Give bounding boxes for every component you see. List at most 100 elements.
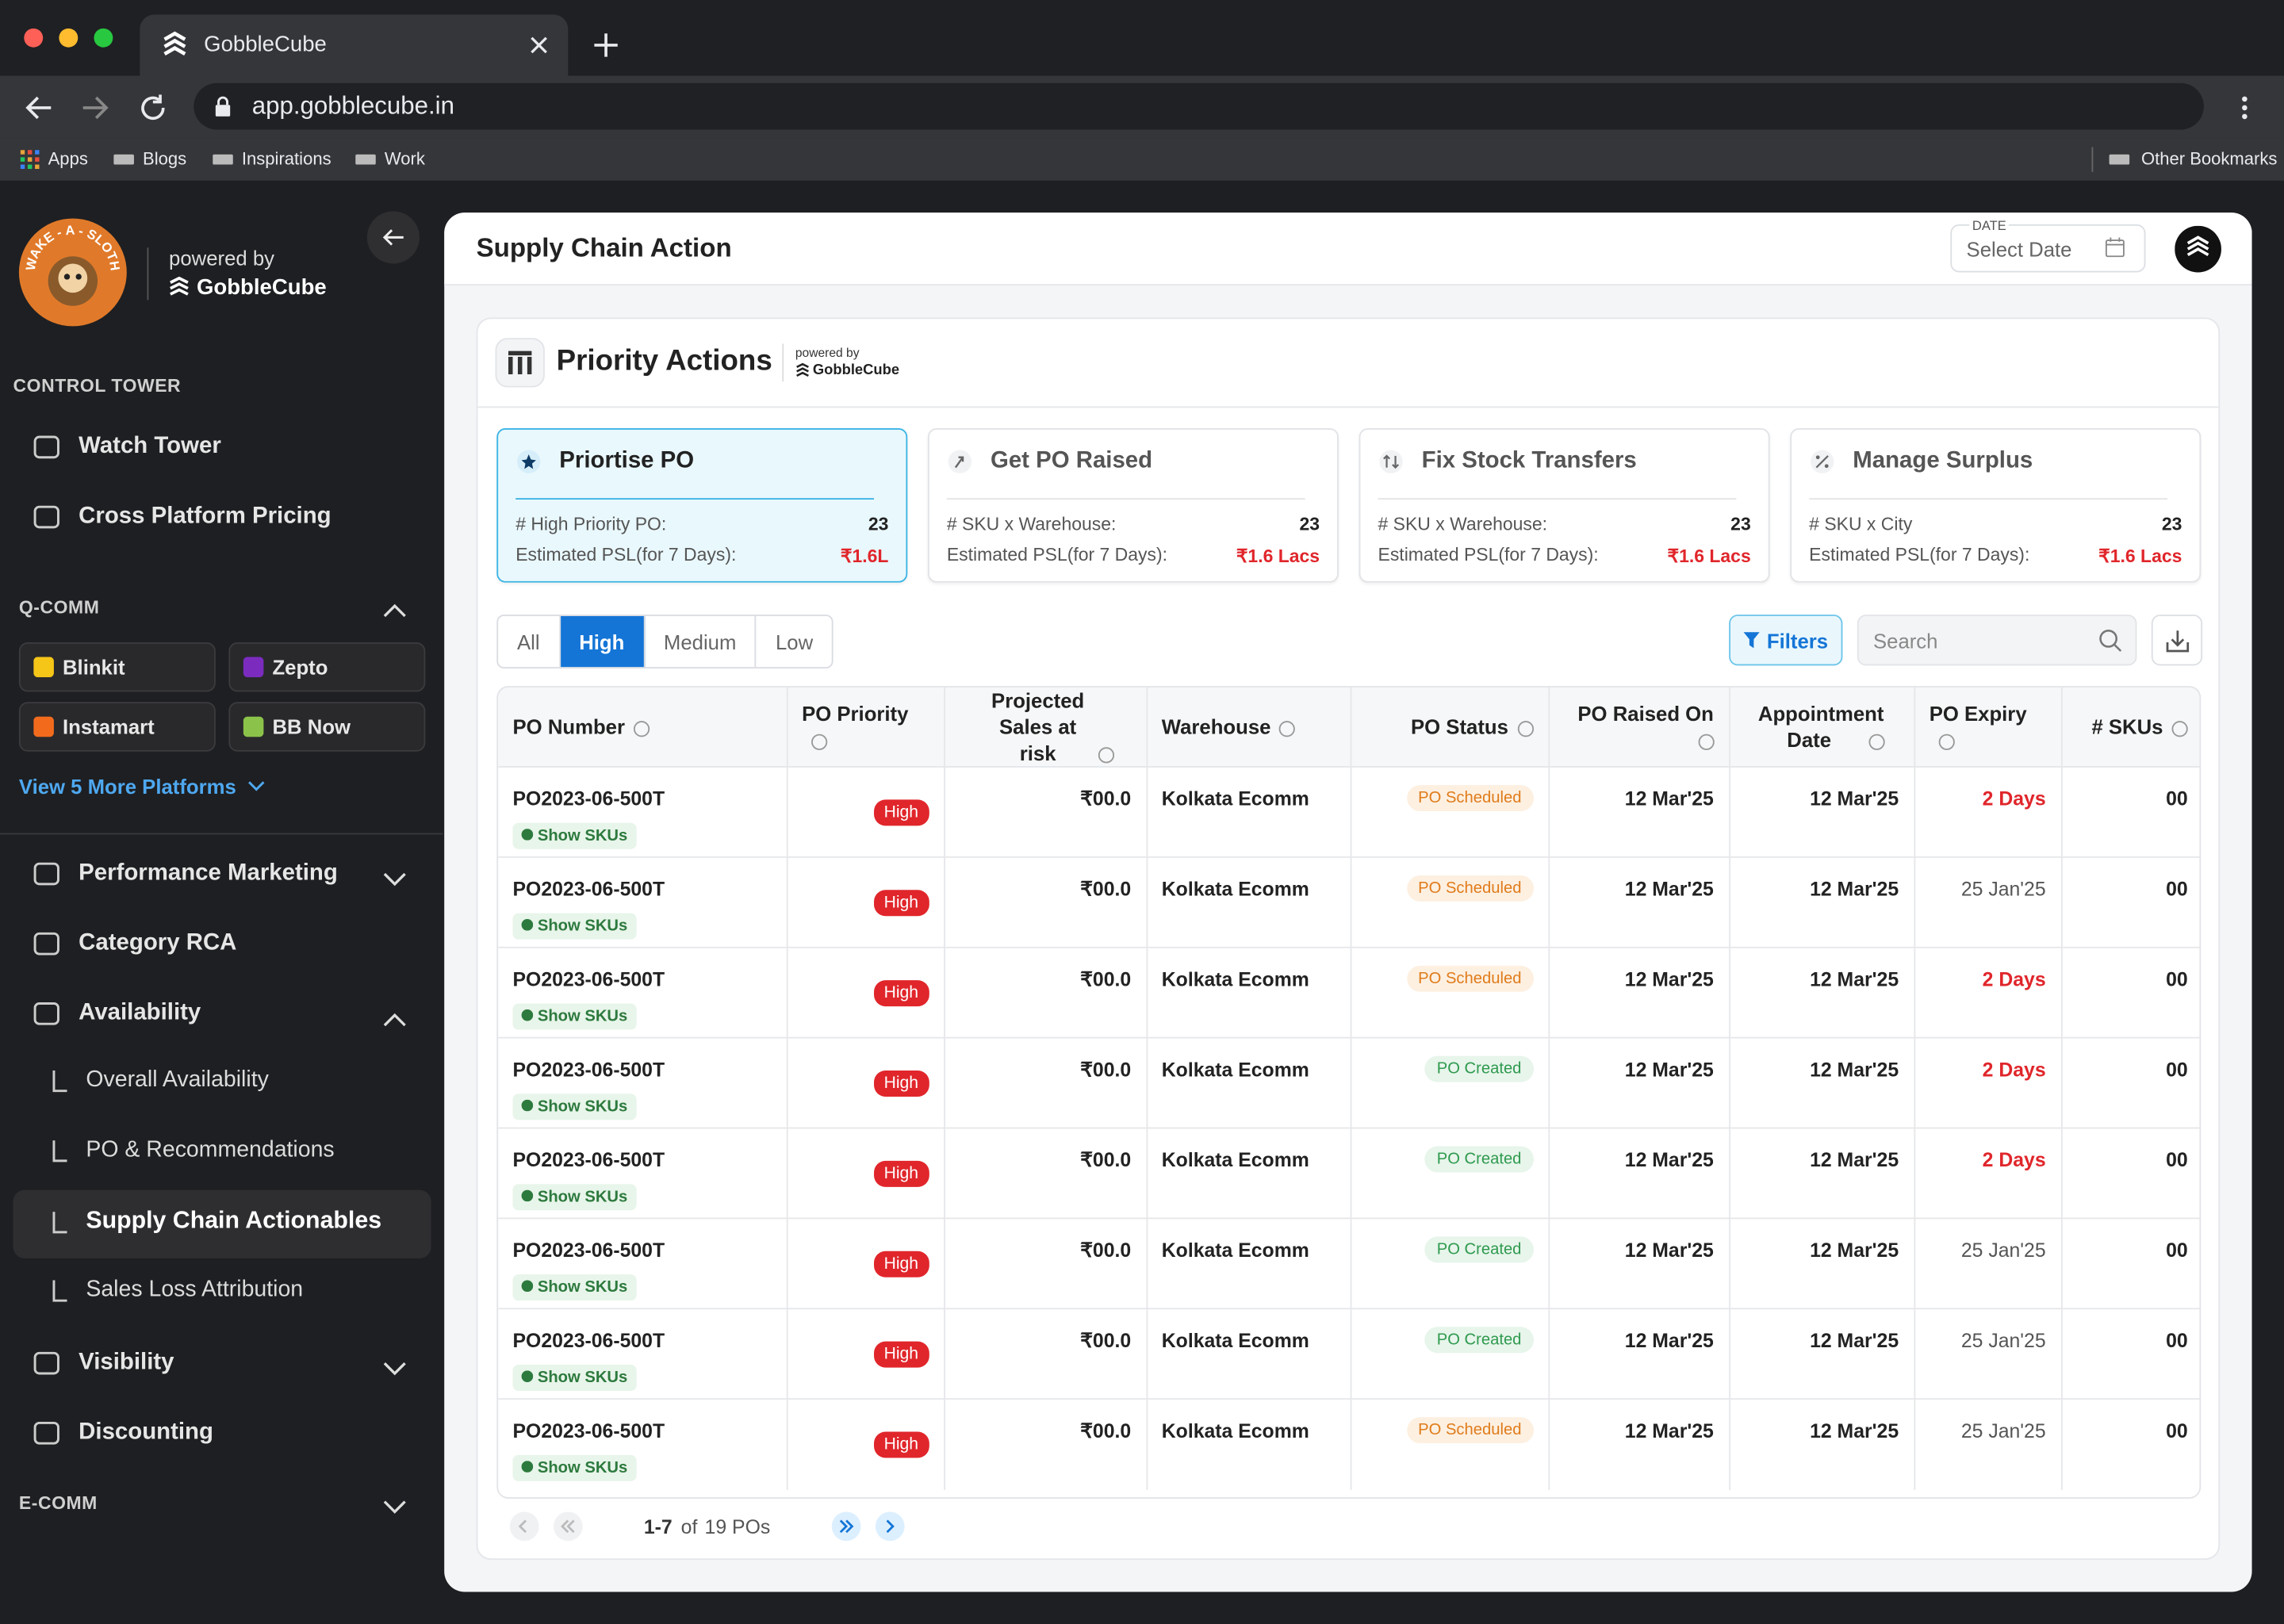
nav-buttons[interactable] <box>23 94 169 123</box>
show-skus[interactable]: Show SKUs <box>512 913 637 940</box>
action-card[interactable]: Manage Surplus # SKU x City 23 Estimated PS… <box>1790 427 2202 583</box>
priority-tab[interactable]: Low <box>775 630 814 653</box>
section-toggle[interactable] <box>383 599 406 625</box>
show-skus[interactable]: Show SKUs <box>512 1094 637 1120</box>
platform-button[interactable]: Blinkit <box>18 642 216 692</box>
column-header[interactable]: Projected Sales at risk ​ <box>944 687 1148 768</box>
column-header[interactable]: PO Priority ​ <box>786 687 945 768</box>
bookmark-label: Blogs <box>142 148 187 170</box>
column-header[interactable]: Appointment Date​ <box>1729 687 1915 768</box>
column-header[interactable]: PO Number ​ <box>498 687 788 768</box>
po-expiry: 2 Days <box>1914 1128 2062 1220</box>
column-header[interactable]: Warehouse ​ <box>1146 687 1351 768</box>
card-title: Priortise PO <box>559 448 695 473</box>
url-field[interactable]: app.gobblecube.in <box>194 82 2204 130</box>
show-skus[interactable]: Show SKUs <box>512 1364 637 1392</box>
status-cell: PO Created <box>1350 1218 1550 1310</box>
card-glyph <box>1379 450 1403 473</box>
priority-tab[interactable]: Medium <box>645 615 757 668</box>
bookmark[interactable]: Work <box>355 148 425 169</box>
priority-tab[interactable]: All <box>498 615 561 668</box>
priority-cell: High <box>786 767 945 858</box>
platform-button[interactable]: Instamart <box>18 702 216 752</box>
next-page[interactable] <box>875 1511 905 1542</box>
nav-toggle[interactable] <box>383 868 406 894</box>
arrow-icon <box>839 1519 854 1534</box>
nav-item[interactable]: Cross Platform Pricing <box>32 503 331 532</box>
date-picker[interactable]: DATE Select Date <box>1950 218 2146 273</box>
po-expiry: 25 Jan'25 <box>1914 1399 2062 1490</box>
action-card[interactable]: Priortise PO # High Priority PO: 23 Estimat… <box>496 427 908 583</box>
nav-toggle[interactable] <box>383 1008 406 1034</box>
nav-icon <box>33 932 59 956</box>
sub-item[interactable]: Sales Loss Attribution <box>52 1277 303 1304</box>
status-pill: PO Scheduled <box>1406 1417 1534 1444</box>
close-tab[interactable] <box>531 36 548 54</box>
po-number-cell: PO2023-06-500T Show SKUs <box>498 1037 788 1129</box>
card-value: 23 <box>868 514 889 535</box>
search-field[interactable]: Search <box>1857 615 2137 666</box>
show-skus[interactable]: Show SKUs <box>512 822 637 849</box>
bookmark[interactable]: Inspirations <box>213 148 331 169</box>
view-more[interactable]: View 5 More Platforms <box>18 775 266 799</box>
section-toggle[interactable] <box>383 1496 406 1522</box>
status-pill: PO Created <box>1425 1146 1534 1173</box>
nav-item[interactable]: Visibility <box>32 1349 174 1378</box>
bookmark[interactable]: Blogs <box>113 148 186 169</box>
priority-tab[interactable]: High <box>560 615 646 668</box>
show-skus[interactable]: Show SKUs <box>512 1454 637 1481</box>
nav-toggle[interactable] <box>383 1358 406 1384</box>
nav-item[interactable]: Discounting <box>32 1419 213 1448</box>
show-skus[interactable]: Show SKUs <box>512 1274 637 1301</box>
sku-icon <box>521 829 534 841</box>
warehouse: Kolkata Ecomm <box>1146 1308 1351 1400</box>
po-table-wrap: PO Number​PO Priority​Projected Sales at… <box>496 686 2202 1499</box>
platform-button[interactable]: Zepto <box>228 642 426 692</box>
priority-badge: High <box>873 890 929 917</box>
nav-item[interactable]: Performance Marketing <box>32 860 338 889</box>
action-card[interactable]: Get PO Raised # SKU x Warehouse: 23 Estimat… <box>927 427 1339 583</box>
column-header[interactable]: PO Expiry ​ <box>1914 687 2062 768</box>
download-button[interactable] <box>2151 615 2203 666</box>
arrow-icon <box>518 1519 527 1534</box>
last-page[interactable] <box>831 1511 861 1542</box>
column-label: PO Number <box>512 714 625 739</box>
show-skus[interactable]: Show SKUs <box>512 1184 637 1211</box>
other-bookmarks[interactable]: Other Bookmarks <box>2109 148 2277 169</box>
info-icon: ​ <box>1279 720 1296 737</box>
menu[interactable] <box>2239 94 2251 121</box>
platform-icon <box>33 657 54 678</box>
nav-item[interactable]: Watch Tower <box>32 432 221 462</box>
header-row: PO Number​PO Priority​Projected Sales at… <box>498 687 2200 768</box>
user-avatar[interactable] <box>2175 225 2221 273</box>
po-expiry: 25 Jan'25 <box>1914 856 2062 948</box>
filters-button[interactable]: Filters <box>1729 615 1843 666</box>
priority-cell: High <box>786 947 945 1039</box>
show-skus[interactable]: Show SKUs <box>512 1003 637 1030</box>
sub-item[interactable]: PO & Recommendations <box>52 1137 335 1163</box>
column-header[interactable]: PO Raised On ​ <box>1548 687 1730 768</box>
status-cell: PO Scheduled <box>1350 947 1550 1039</box>
action-card[interactable]: Fix Stock Transfers # SKU x Warehouse: 23 E… <box>1359 427 1770 583</box>
column-header[interactable]: # SKUs ​ <box>2060 687 2200 768</box>
window-controls[interactable] <box>21 26 123 49</box>
browser-tab[interactable]: GobbleCube <box>140 14 569 76</box>
first-page[interactable] <box>553 1511 583 1542</box>
view-more-label: View 5 More Platforms <box>18 775 236 799</box>
sub-item[interactable]: Overall Availability <box>52 1067 269 1094</box>
raised-on: 12 Mar'25 <box>1548 1037 1730 1129</box>
collapse-button[interactable] <box>366 211 420 264</box>
card-value: 23 <box>1299 514 1320 535</box>
sales-at-risk: ₹00.0 <box>944 1399 1148 1490</box>
new-tab[interactable] <box>593 32 619 58</box>
tab-bar: GobbleCube <box>0 0 2284 76</box>
table-header: PO Number​PO Priority​Projected Sales at… <box>498 687 2200 768</box>
nav-item[interactable]: Availability <box>32 999 201 1028</box>
nav-item[interactable]: Category RCA <box>32 929 236 959</box>
bookmark[interactable]: Apps <box>20 148 88 169</box>
prev-page[interactable] <box>509 1511 539 1542</box>
card-value: ₹1.6 Lacs <box>1236 546 1320 567</box>
platform-button[interactable]: BB Now <box>228 702 426 752</box>
sub-item[interactable]: Supply Chain Actionables <box>52 1208 381 1235</box>
column-header[interactable]: PO Status ​ <box>1350 687 1550 768</box>
